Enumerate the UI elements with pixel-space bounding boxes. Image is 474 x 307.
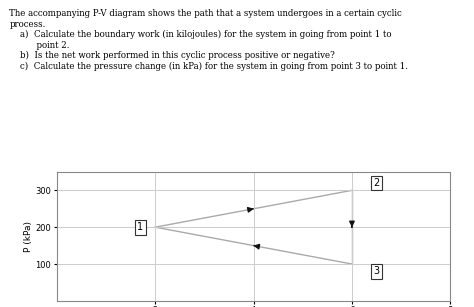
Text: 3: 3 bbox=[374, 266, 380, 276]
Text: 1: 1 bbox=[137, 222, 144, 232]
Text: 2: 2 bbox=[374, 178, 380, 188]
Text: The accompanying P-V diagram shows the path that a system undergoes in a certain: The accompanying P-V diagram shows the p… bbox=[9, 9, 409, 71]
Y-axis label: P (kPa): P (kPa) bbox=[24, 221, 33, 252]
